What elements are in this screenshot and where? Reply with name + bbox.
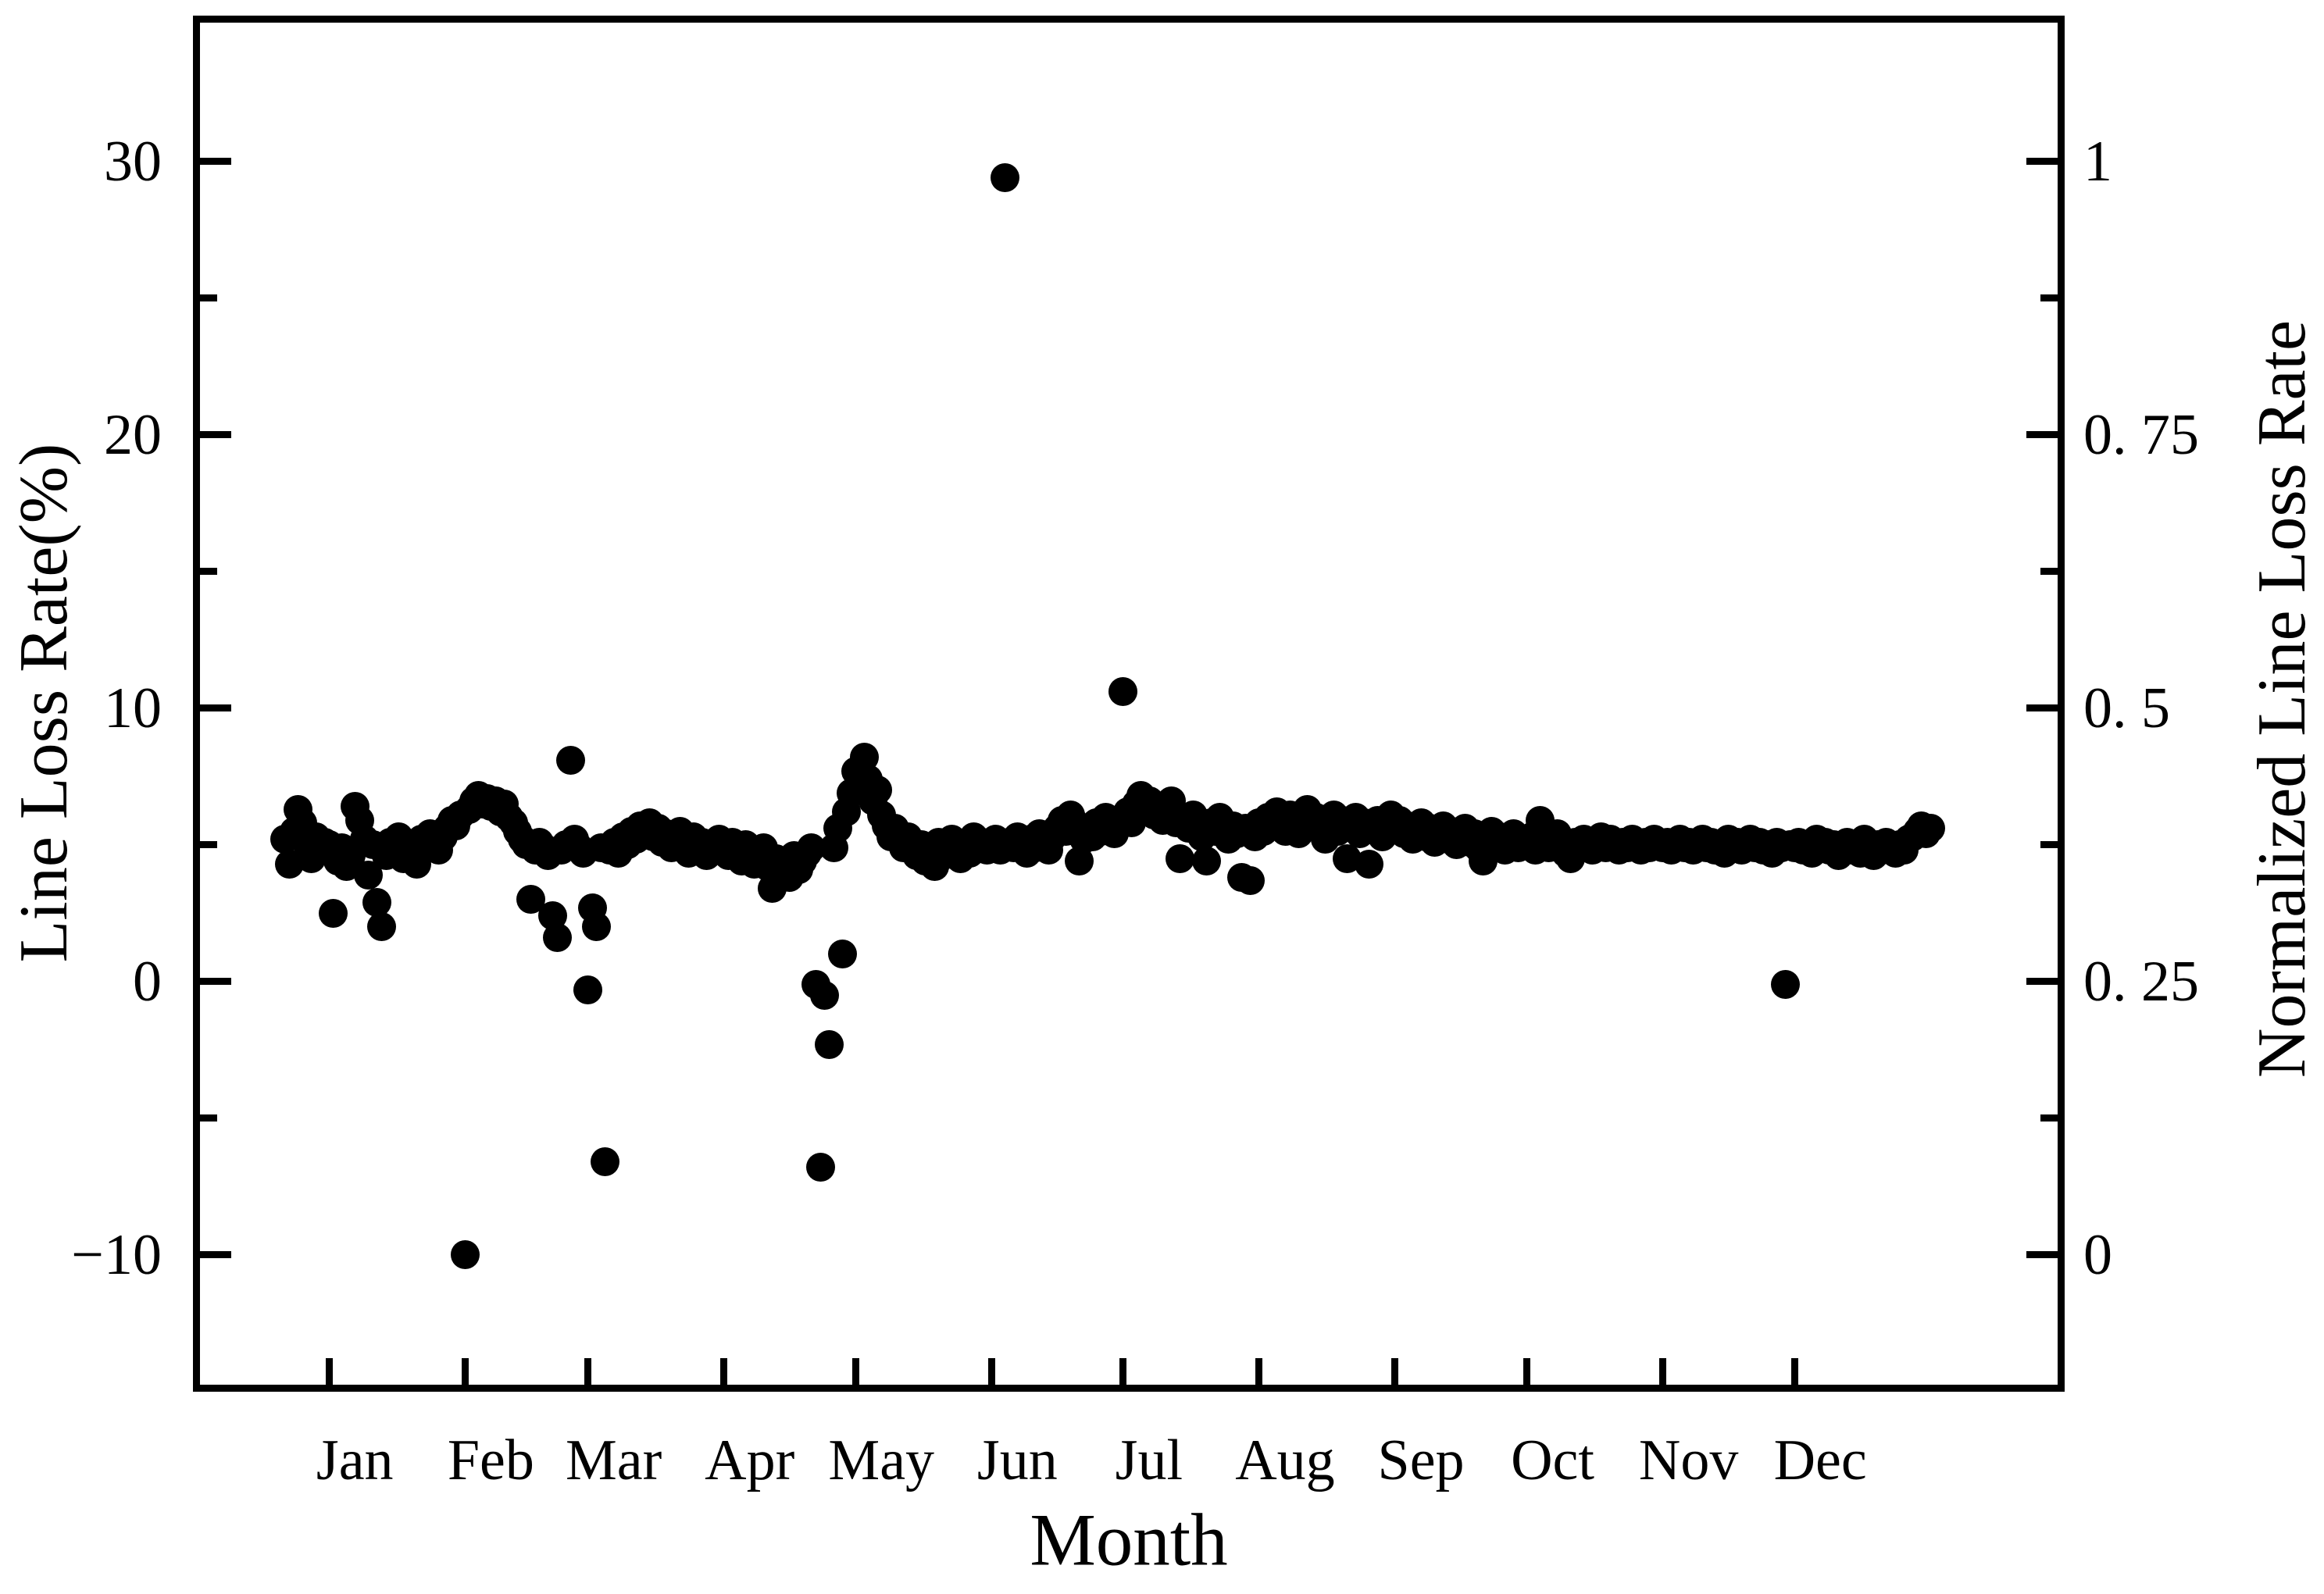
data-point [591,1147,620,1177]
x-axis-tick [1391,1358,1399,1385]
plot-area [193,16,2065,1392]
y-axis-left-minor-tick [200,1114,217,1122]
data-point [814,1029,844,1059]
x-axis-tick [1119,1358,1127,1385]
data-point [555,745,585,775]
y-axis-left-tick-label: −10 [71,1222,162,1287]
y-axis-right-major-tick [2026,978,2058,986]
data-point [367,912,396,942]
y-axis-right-tick-label: 0. 75 [2083,402,2199,467]
x-axis-tick-label: Feb [447,1428,534,1492]
y-axis-right-minor-tick [2040,841,2058,849]
y-axis-right-minor-tick [2040,294,2058,302]
x-axis-tick [987,1358,995,1385]
y-axis-left-tick-label: 0 [133,949,162,1014]
y-axis-left-minor-tick [200,294,217,302]
x-axis-tick [1255,1358,1263,1385]
x-axis-tick-label: Nov [1638,1428,1739,1492]
y-axis-right-minor-tick [2040,568,2058,576]
x-axis-title: Month [1030,1498,1228,1582]
data-point [862,776,892,805]
y-axis-left-major-tick [200,431,231,439]
y-axis-left-major-tick [200,978,231,986]
data-point [319,898,348,928]
y-axis-right-tick-label: 0 [2083,1222,2112,1287]
y-axis-right-tick-label: 0. 5 [2083,676,2170,740]
x-axis-tick [1790,1358,1798,1385]
x-axis-tick-label: Sep [1377,1428,1465,1492]
y-axis-left-major-tick [200,1251,231,1259]
right-axis-title: Normalized Line Loss Rate [2244,319,2320,1079]
data-point [1915,814,1945,843]
x-axis-tick [1523,1358,1530,1385]
x-axis-tick-label: Oct [1511,1428,1594,1492]
x-axis-tick [325,1358,333,1385]
x-axis-tick-label: Aug [1235,1428,1335,1492]
x-axis-tick-label: Dec [1773,1428,1867,1492]
data-point [450,1240,480,1270]
left-axis-title: Line Loss Rate(%) [6,443,82,963]
x-axis-tick [584,1358,591,1385]
x-axis-tick [851,1358,859,1385]
y-axis-left-tick-label: 10 [104,676,162,740]
y-axis-right-major-tick [2026,431,2058,439]
y-axis-right-major-tick [2026,704,2058,712]
y-axis-right-major-tick [2026,1251,2058,1259]
data-point [827,940,857,969]
y-axis-left-tick-label: 30 [104,129,162,194]
y-axis-left-major-tick [200,158,231,166]
y-axis-right-major-tick [2026,158,2058,166]
y-axis-left-tick-label: 20 [104,402,162,467]
x-axis-tick-label: Mar [565,1428,662,1492]
data-point [1191,847,1221,876]
data-point [1108,677,1138,707]
data-point [990,163,1019,193]
x-axis-tick-label: May [828,1428,935,1492]
data-point [1236,865,1266,895]
x-axis-tick-label: Jul [1115,1428,1183,1492]
data-point [1771,969,1801,999]
data-point [542,923,572,953]
x-axis-tick-label: Jun [976,1428,1058,1492]
y-axis-left-minor-tick [200,841,217,849]
y-axis-left-minor-tick [200,568,217,576]
data-point [573,975,602,1004]
data-point [1354,849,1383,879]
x-axis-tick [1659,1358,1667,1385]
x-axis-tick [720,1358,728,1385]
y-axis-right-tick-label: 1 [2083,129,2112,194]
x-axis-tick-label: Jan [316,1428,394,1492]
y-axis-right-tick-label: 0. 25 [2083,949,2199,1014]
y-axis-left-major-tick [200,704,231,712]
x-axis-tick-label: Apr [705,1428,795,1492]
data-point [810,980,840,1010]
data-point [1166,843,1195,873]
x-axis-tick [461,1358,469,1385]
data-point [362,887,392,917]
y-axis-right-minor-tick [2040,1114,2058,1122]
data-point [582,912,612,942]
data-point [805,1153,835,1182]
